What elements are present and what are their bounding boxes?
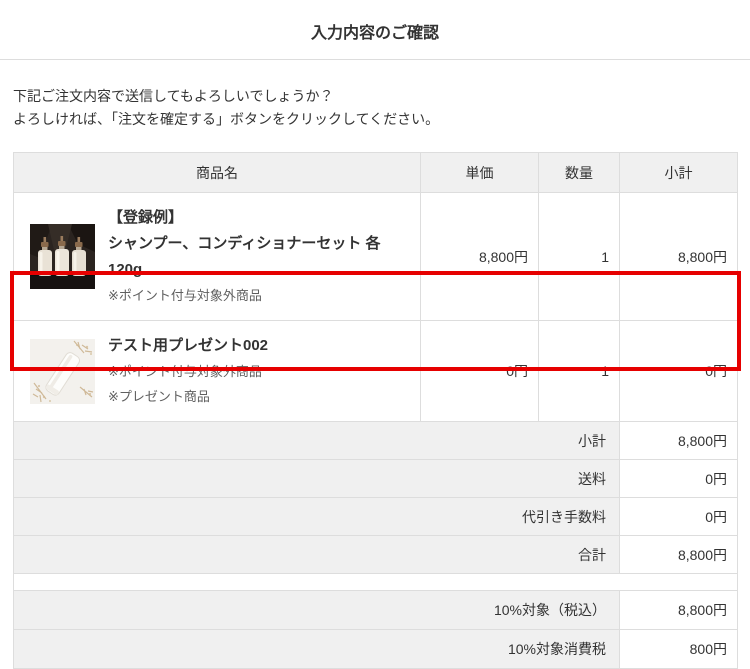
tax-label: 10%対象消費税 — [13, 629, 620, 669]
tax-row-taxable-amount: 10%対象（税込） 8,800円 — [13, 590, 738, 630]
table-row-shampoo-set: 【登録例】 シャンプー、コンディショナーセット 各120g ※ポイント付与対象外… — [13, 192, 738, 321]
summary-row-total: 合計 8,800円 — [13, 535, 738, 574]
summary-value: 0円 — [619, 459, 738, 498]
tax-label: 10%対象（税込） — [13, 590, 620, 630]
tax-value: 800円 — [619, 629, 738, 669]
table-row-test-present: テスト用プレゼント002 ※ポイント付与対象外商品 ※プレゼント商品 0円 1 … — [13, 320, 738, 422]
product-cell-test-present: テスト用プレゼント002 ※ポイント付与対象外商品 ※プレゼント商品 — [13, 320, 421, 422]
summary-value: 0円 — [619, 497, 738, 536]
summary-label: 合計 — [13, 535, 620, 574]
confirmation-message: 下記ご注文内容で送信してもよろしいでしょうか？ よろしければ、「注文を確定する」… — [13, 85, 737, 131]
product-name-line2: シャンプー、コンディショナーセット 各120g — [108, 235, 381, 278]
order-summary-table: 商品名 単価 数量 小計 — [13, 152, 738, 669]
title-divider — [0, 59, 750, 60]
table-header-row: 商品名 単価 数量 小計 — [13, 152, 738, 193]
order-confirmation-page: { "page": { "title": "入力内容のご確認" }, "intr… — [0, 25, 750, 669]
quantity-value: 1 — [538, 192, 620, 321]
summary-value: 8,800円 — [619, 421, 738, 460]
product-note: ※ポイント付与対象外商品 — [108, 288, 262, 303]
product-note: ※ポイント付与対象外商品 — [108, 364, 262, 379]
summary-value: 8,800円 — [619, 535, 738, 574]
header-subtotal: 小計 — [619, 152, 738, 193]
summary-label: 代引き手数料 — [13, 497, 620, 536]
spacer-row — [13, 573, 738, 591]
unit-price-value: 0円 — [420, 320, 539, 422]
product-name-line1: 【登録例】 — [108, 209, 184, 226]
header-product-name: 商品名 — [13, 152, 421, 193]
product-cell-shampoo-set: 【登録例】 シャンプー、コンディショナーセット 各120g ※ポイント付与対象外… — [13, 192, 421, 321]
tax-value: 8,800円 — [619, 590, 738, 630]
summary-label: 送料 — [13, 459, 620, 498]
quantity-value: 1 — [538, 320, 620, 422]
summary-row-shipping: 送料 0円 — [13, 459, 738, 498]
summary-row-subtotal: 小計 8,800円 — [13, 421, 738, 460]
subtotal-value: 8,800円 — [619, 192, 738, 321]
unit-price-value: 8,800円 — [420, 192, 539, 321]
summary-label: 小計 — [13, 421, 620, 460]
confirmation-message-line2: よろしければ、「注文を確定する」ボタンをクリックしてください。 — [13, 111, 440, 127]
subtotal-value: 0円 — [619, 320, 738, 422]
spacer-cell — [13, 573, 738, 591]
summary-row-cod-fee: 代引き手数料 0円 — [13, 497, 738, 536]
confirmation-message-line1: 下記ご注文内容で送信してもよろしいでしょうか？ — [13, 88, 334, 104]
page-title: 入力内容のご確認 — [310, 25, 439, 42]
header-quantity: 数量 — [538, 152, 620, 193]
tax-row-consumption-tax: 10%対象消費税 800円 — [13, 629, 738, 669]
product-photo-shampoo-set — [30, 224, 95, 289]
product-photo-gift-tube — [30, 338, 95, 404]
product-name-line1: テスト用プレゼント002 — [108, 337, 269, 354]
header-unit-price: 単価 — [420, 152, 539, 193]
product-note: ※プレゼント商品 — [108, 389, 210, 404]
